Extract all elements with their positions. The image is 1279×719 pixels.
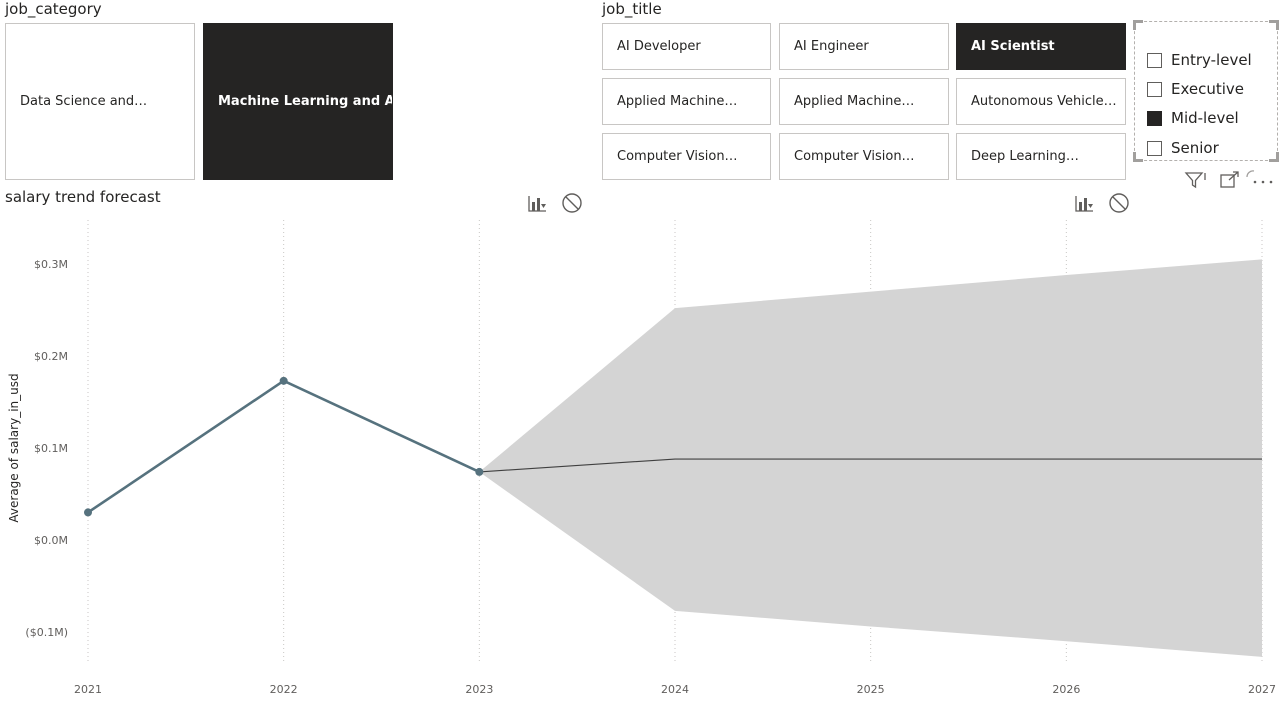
y-tick-label: $0.0M — [34, 534, 68, 547]
job-title-tile-computer-vision-1[interactable]: Computer Vision… — [602, 133, 771, 180]
data-point — [279, 376, 288, 385]
data-point — [475, 467, 484, 476]
no-filter-icon[interactable] — [560, 191, 584, 215]
forecast-confidence-band — [479, 259, 1262, 657]
y-tick-label: $0.3M — [34, 258, 68, 271]
x-tick-label: 2026 — [1052, 683, 1080, 696]
y-tick-label: ($0.1M) — [25, 626, 68, 639]
chart-title: salary trend forecast — [5, 188, 161, 206]
data-point — [84, 508, 92, 517]
y-tick-label: $0.1M — [34, 442, 68, 455]
checkbox-checked[interactable] — [1147, 110, 1162, 126]
x-axis: 2021 2022 2023 2024 2025 2026 2027 — [74, 683, 1276, 696]
x-tick-label: 2027 — [1248, 683, 1276, 696]
drill-icon[interactable] — [526, 192, 550, 214]
experience-level-slicer[interactable]: Entry-level Executive Mid-level Senior — [1133, 20, 1279, 162]
x-tick-label: 2023 — [465, 683, 493, 696]
x-tick-label: 2025 — [857, 683, 885, 696]
experience-option-mid-level[interactable]: Mid-level — [1147, 109, 1239, 127]
job-title-tile-ai-developer[interactable]: AI Developer — [602, 23, 771, 70]
no-filter-icon[interactable] — [1107, 191, 1131, 215]
job-title-tile-deep-learning[interactable]: Deep Learning… — [956, 133, 1126, 180]
category-tile-data-science[interactable]: Data Science and… — [5, 23, 195, 180]
experience-option-label: Executive — [1171, 80, 1245, 98]
checkbox[interactable] — [1147, 81, 1162, 97]
job-title-tile-computer-vision-2[interactable]: Computer Vision… — [779, 133, 949, 180]
y-axis-label: Average of salary_in_usd — [7, 373, 21, 522]
experience-option-label: Senior — [1171, 139, 1219, 157]
resize-handle[interactable] — [1269, 152, 1279, 162]
focus-mode-icon[interactable] — [1219, 170, 1241, 190]
resize-handle[interactable] — [1133, 152, 1143, 162]
job-title-tile-applied-machine-1[interactable]: Applied Machine… — [602, 78, 771, 125]
job-category-title: job_category — [5, 0, 102, 18]
job-title-title: job_title — [602, 0, 662, 18]
experience-option-label: Mid-level — [1171, 109, 1239, 127]
job-title-tile-ai-scientist[interactable]: AI Scientist — [956, 23, 1126, 70]
resize-handle[interactable] — [1133, 20, 1143, 30]
data-points — [84, 376, 484, 517]
experience-option-executive[interactable]: Executive — [1147, 80, 1244, 98]
job-title-tile-ai-engineer[interactable]: AI Engineer — [779, 23, 949, 70]
y-tick-label: $0.2M — [34, 350, 68, 363]
resize-handle[interactable] — [1269, 20, 1279, 30]
category-tile-machine-learning[interactable]: Machine Learning and AI — [203, 23, 393, 180]
experience-option-entry-level[interactable]: Entry-level — [1147, 51, 1252, 69]
x-tick-label: 2021 — [74, 683, 102, 696]
drill-icon[interactable] — [1073, 192, 1097, 214]
forecast-line[interactable] — [479, 458, 1262, 473]
more-options-icon[interactable] — [1244, 166, 1276, 188]
salary-trend-chart[interactable]: $0.3M $0.2M $0.1M $0.0M ($0.1M) 2021 2022 2023… — [0, 215, 1279, 715]
checkbox[interactable] — [1147, 52, 1162, 68]
x-tick-label: 2024 — [661, 683, 689, 696]
y-axis: $0.3M $0.2M $0.1M $0.0M ($0.1M) — [25, 258, 68, 639]
filter-icon[interactable] — [1183, 170, 1207, 190]
experience-option-label: Entry-level — [1171, 51, 1252, 69]
experience-option-senior[interactable]: Senior — [1147, 139, 1219, 157]
x-tick-label: 2022 — [270, 683, 298, 696]
job-title-tile-autonomous-vehicle[interactable]: Autonomous Vehicle… — [956, 78, 1126, 125]
checkbox[interactable] — [1147, 140, 1162, 156]
job-title-tile-applied-machine-2[interactable]: Applied Machine… — [779, 78, 949, 125]
